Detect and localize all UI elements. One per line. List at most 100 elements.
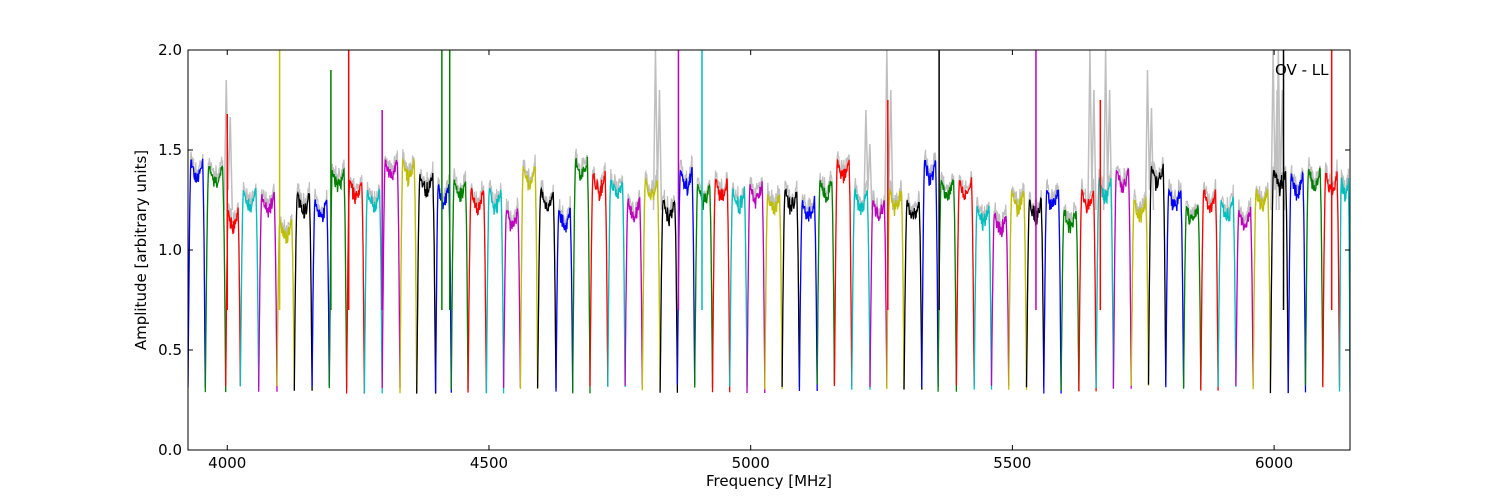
grey-band-line <box>381 150 401 388</box>
band-line <box>921 159 939 387</box>
band-line <box>1130 196 1150 386</box>
grey-band-line <box>1165 178 1185 380</box>
band-line <box>676 166 696 385</box>
band-line <box>1287 170 1307 393</box>
plot-frame <box>187 49 1351 451</box>
grey-band-line <box>239 182 260 382</box>
band-line <box>746 181 766 394</box>
band-line <box>1078 188 1097 392</box>
y-tick-label: 0.5 <box>158 341 182 359</box>
grey-band-line <box>921 149 939 386</box>
grey-band-line <box>435 174 452 389</box>
x-tick-label: 4000 <box>208 454 246 472</box>
band-line <box>886 187 905 390</box>
band-line <box>1095 177 1115 389</box>
band-line <box>1043 189 1062 394</box>
grey-band-line <box>937 171 957 390</box>
grey-band-line <box>1183 200 1202 388</box>
band-line <box>1060 209 1080 391</box>
grey-band-line <box>467 180 487 392</box>
band-line <box>641 177 661 391</box>
band-line <box>239 187 260 387</box>
band-line <box>363 188 383 394</box>
band-line <box>311 199 330 387</box>
band-series <box>188 50 1350 394</box>
band-line <box>188 158 206 388</box>
band-line <box>399 157 418 394</box>
grey-spike <box>1144 69 1155 211</box>
band-line <box>416 172 437 394</box>
band-line <box>572 156 591 394</box>
band-line <box>536 186 557 389</box>
grey-band-line <box>781 180 800 386</box>
band-line <box>589 170 609 387</box>
band-line <box>798 195 818 392</box>
y-tick-label: 1.0 <box>158 241 182 259</box>
grey-spike <box>884 50 894 211</box>
band-line <box>293 190 313 391</box>
grey-band-line <box>903 190 923 390</box>
band-line <box>869 200 888 388</box>
band-line <box>450 179 469 390</box>
band-line <box>381 158 401 389</box>
band-line <box>937 179 958 392</box>
grey-band-line <box>869 190 888 385</box>
x-tick-label: 6000 <box>1255 454 1293 472</box>
band-line <box>990 212 1010 386</box>
band-line <box>502 208 522 388</box>
band-line <box>258 191 278 392</box>
band-line <box>607 179 626 387</box>
band-line <box>1008 190 1028 390</box>
band-line <box>1217 196 1237 387</box>
grey-spike <box>223 79 234 211</box>
grey-band-line <box>1060 202 1080 385</box>
band-line <box>764 193 783 390</box>
grey-band-line <box>519 154 539 385</box>
band-line <box>816 180 836 385</box>
band-line <box>328 167 348 389</box>
grey-band-line <box>624 189 643 383</box>
x-tick-label: 4500 <box>470 454 508 472</box>
band-line <box>204 165 227 393</box>
band-line <box>711 177 731 393</box>
band-line <box>225 207 241 387</box>
band-line <box>694 183 714 388</box>
band-line <box>1112 167 1132 389</box>
grey-band-line <box>833 151 853 379</box>
band-line <box>1269 170 1289 394</box>
y-tick-label: 0.0 <box>158 441 182 459</box>
grey-band-line <box>311 188 330 384</box>
band-line <box>729 186 748 387</box>
band-line <box>781 188 801 387</box>
band-line <box>624 197 643 386</box>
band-line <box>1165 188 1185 388</box>
plot-area <box>188 50 1350 450</box>
grey-band-line <box>485 180 505 385</box>
band-line <box>1200 189 1219 391</box>
grey-band-line <box>1200 179 1219 385</box>
band-line <box>434 184 452 393</box>
y-tick-label: 1.5 <box>158 141 182 159</box>
x-tick-label: 5500 <box>993 454 1031 472</box>
y-axis-label: Amplitude [arbitrary units] <box>132 150 150 350</box>
band-line <box>1252 188 1272 390</box>
band-line <box>555 207 574 392</box>
y-tick-label: 2.0 <box>158 41 182 59</box>
band-line <box>973 205 993 390</box>
band-line <box>345 180 366 394</box>
grey-spike <box>1087 50 1097 211</box>
band-line <box>485 187 505 394</box>
grey-band-line <box>363 182 383 392</box>
grey-band-line <box>1235 197 1254 383</box>
band-line <box>1182 205 1202 389</box>
band-line <box>659 198 679 393</box>
band-line <box>1338 177 1350 392</box>
band-line <box>851 187 871 390</box>
band-line <box>1304 167 1324 386</box>
band-line <box>1235 206 1254 386</box>
grey-band-line <box>258 183 278 387</box>
band-line <box>1147 163 1167 385</box>
grey-band-line <box>1287 165 1307 383</box>
band-line <box>467 187 488 393</box>
